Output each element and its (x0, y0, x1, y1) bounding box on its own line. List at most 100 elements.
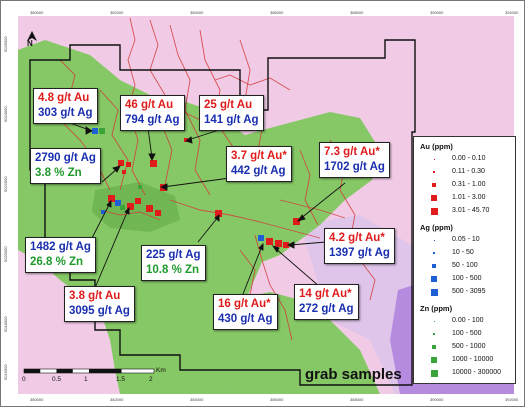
legend-symbol (430, 207, 438, 215)
callout-line-au: 16 g/t Au* (218, 298, 271, 310)
legend-symbol (432, 332, 436, 336)
legend-symbol (432, 264, 436, 268)
callout-line-ag: 1702 g/t Ag (324, 161, 385, 173)
coordinate-label-top: 388000 (350, 10, 364, 15)
callout-line-zn: 3.8 % Zn (35, 167, 82, 179)
legend-item: 0.11 - 0.30 (414, 167, 515, 178)
sample-point (126, 162, 131, 167)
callout-line-ag: 272 g/t Ag (299, 303, 354, 315)
callout-c3: 25 g/t Au 141 g/t Ag (199, 95, 264, 131)
legend-label: 3.01 - 45.70 (452, 207, 490, 214)
legend-symbol (430, 288, 438, 296)
legend-symbol (431, 357, 437, 363)
legend-label: 500 - 3095 (452, 288, 486, 295)
leader-arrows (69, 122, 346, 295)
legend-symbol (432, 345, 436, 349)
legend-label: 50 - 100 (452, 262, 478, 269)
legend-label: 500 - 1000 (452, 343, 486, 350)
sample-point (99, 128, 105, 134)
scale-bar-label: 0.5 (52, 376, 62, 383)
callout-line-ag: 1482 g/t Ag (30, 241, 91, 253)
callout-line-ag: 225 g/t Ag (146, 249, 201, 261)
callout-line-zn: 10.8 % Zn (146, 264, 200, 276)
callout-c9: 4.2 g/t Au* 1397 g/t Ag (324, 228, 395, 264)
legend-symbol (430, 369, 438, 377)
coordinate-label-side: 5024000 (3, 106, 8, 122)
legend-symbol (433, 158, 435, 160)
map-legend: Au (ppm) 0.00 - 0.10 0.11 - 0.30 0.31 - 1.0… (413, 136, 516, 384)
callout-c6: 7.3 g/t Au* 1702 g/t Ag (319, 142, 390, 178)
callout-line-au: 4.8 g/t Au (38, 92, 90, 104)
coordinate-label-side: 5016000 (3, 364, 8, 380)
callout-line-ag: 794 g/t Ag (125, 114, 180, 126)
north-arrow-icon (27, 31, 37, 41)
callout-line-ag: 442 g/t Ag (231, 165, 286, 177)
coordinate-label-side: 5018000 (3, 316, 8, 332)
callout-line-ag: 141 g/t Ag (204, 114, 259, 126)
sample-point (266, 238, 273, 245)
coordinate-label-top: 386000 (270, 10, 284, 15)
scale-bar-graphic (23, 368, 155, 374)
callout-c11: 16 g/t Au* 430 g/t Ag (213, 294, 278, 330)
coordinate-label-bottom: 380000 (30, 397, 44, 402)
sample-point (135, 198, 141, 204)
legend-symbol (432, 183, 436, 187)
legend-item: 500 - 1000 (414, 342, 515, 353)
coordinate-label-bottom: 384000 (190, 397, 204, 402)
legend-item: 0.00 - 0.10 (414, 154, 515, 165)
legend-label: 1000 - 10000 (452, 356, 494, 363)
map-title: grab samples (305, 366, 402, 383)
legend-label: 100 - 500 (452, 275, 482, 282)
sample-point (215, 210, 222, 217)
callout-line-zn: 26.8 % Zn (30, 256, 84, 268)
coordinate-label-top: 390000 (430, 10, 444, 15)
coordinate-label-top: 380000 (30, 10, 44, 15)
legend-label: 0.31 - 1.00 (452, 181, 486, 188)
coordinate-label-bottom: 388000 (350, 397, 364, 402)
sample-point (101, 210, 105, 214)
callout-line-au: 3.8 g/t Au (69, 290, 121, 302)
north-label: N (27, 39, 33, 48)
legend-label: 100 - 500 (452, 330, 482, 337)
callout-line-au: 14 g/t Au* (299, 288, 352, 300)
legend-item: 10000 - 300000 (414, 368, 515, 379)
legend-label: 10 - 50 (452, 249, 474, 256)
legend-label: 0.00 - 100 (452, 317, 484, 324)
sample-point (122, 170, 126, 174)
legend-label: 10000 - 300000 (452, 369, 502, 376)
coordinate-label-top: 382000 (110, 10, 124, 15)
legend-item: 0.00 - 100 (414, 316, 515, 327)
coordinate-label-bottom: 392000 (505, 397, 519, 402)
coordinate-label-top: 392000 (505, 10, 519, 15)
sample-point (127, 203, 134, 210)
legend-symbol (431, 276, 437, 282)
sample-point (275, 240, 282, 247)
sample-point (108, 195, 115, 202)
sample-point (118, 160, 124, 166)
callout-c5: 3.7 g/t Au* 442 g/t Ag (226, 146, 292, 182)
scale-bar-label: 2 (149, 376, 153, 383)
coordinate-label-top: 384000 (190, 10, 204, 15)
legend-symbol (432, 251, 436, 255)
callout-c10: 3.8 g/t Au 3095 g/t Ag (64, 286, 135, 322)
callout-line-au: 25 g/t Au (204, 99, 253, 111)
coordinate-label-side: 5020000 (3, 246, 8, 262)
legend-item: 500 - 3095 (414, 287, 515, 298)
legend-label: 0.00 - 0.10 (452, 155, 486, 162)
sample-point (150, 160, 157, 167)
callout-line-ag: 1397 g/t Ag (329, 247, 390, 259)
legend-symbol (433, 239, 435, 241)
callout-c8: 225 g/t Ag 10.8 % Zn (141, 245, 206, 281)
callout-line-au: 4.2 g/t Au* (329, 232, 385, 244)
legend-group-title: Ag (ppm) (420, 223, 453, 232)
coordinate-label-bottom: 390000 (430, 397, 444, 402)
scale-bar: 0 0.5 1 1.5 2 Km (22, 367, 182, 394)
legend-symbol (433, 171, 435, 173)
coordinate-label-side: 5026000 (3, 36, 8, 52)
legend-item: 1000 - 10000 (414, 355, 515, 366)
legend-item: 1.01 - 3.00 (414, 193, 515, 204)
sample-point (258, 235, 264, 241)
callout-c7: 1482 g/t Ag 26.8 % Zn (25, 237, 96, 273)
legend-label: 0.11 - 0.30 (452, 168, 485, 175)
